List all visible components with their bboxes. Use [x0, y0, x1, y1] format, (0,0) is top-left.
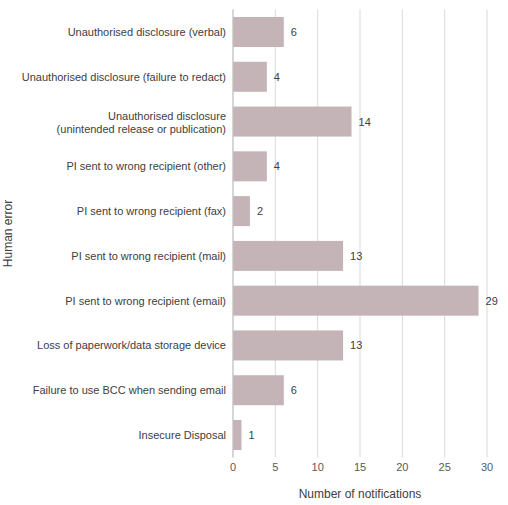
bar — [233, 286, 479, 316]
category-label: PI sent to wrong recipient (email) — [65, 295, 226, 307]
category-label: Unauthorised disclosure (failure to reda… — [22, 71, 226, 83]
axis-line — [233, 10, 234, 458]
bar — [233, 375, 284, 405]
data-label: 13 — [350, 339, 362, 351]
bar — [233, 151, 267, 181]
data-label: 6 — [291, 26, 297, 38]
category-label: Unauthorised disclosure (verbal) — [68, 26, 226, 38]
data-label: 2 — [257, 205, 263, 217]
bar — [233, 107, 352, 137]
category-label: Insecure Disposal — [139, 429, 226, 441]
bar — [233, 420, 241, 450]
bar — [233, 330, 343, 360]
data-label: 6 — [291, 384, 297, 396]
data-label: 4 — [274, 71, 280, 83]
tick-label: 15 — [354, 461, 366, 473]
category-label: PI sent to wrong recipient (mail) — [71, 250, 226, 262]
chart: 0 5 10 15 20 25 30 6 4 14 4 2 13 29 13 6 1 Unauthorised d… — [0, 0, 508, 505]
data-label: 4 — [274, 160, 280, 172]
grid-line — [233, 10, 234, 458]
tick-label: 25 — [439, 461, 451, 473]
grid-line — [487, 10, 488, 458]
tick-label: 30 — [481, 461, 493, 473]
bar — [233, 62, 267, 92]
grid-line — [444, 10, 445, 458]
data-label: 13 — [350, 250, 362, 262]
category-label: Unauthorised disclosure(unintended relea… — [57, 110, 226, 135]
bar — [233, 241, 343, 271]
data-label: 14 — [359, 116, 371, 128]
grid-line — [402, 10, 403, 458]
category-label: Failure to use BCC when sending email — [33, 384, 226, 396]
x-axis-title: Number of notifications — [299, 487, 422, 501]
tick-label: 0 — [230, 461, 236, 473]
tick-label: 5 — [272, 461, 278, 473]
bars — [233, 17, 479, 450]
tick-label: 20 — [396, 461, 408, 473]
bar — [233, 17, 284, 47]
data-label: 29 — [486, 295, 498, 307]
tick-label: 10 — [312, 461, 324, 473]
category-label: Loss of paperwork/data storage device — [37, 339, 226, 351]
bar — [233, 196, 250, 226]
data-label: 1 — [248, 429, 254, 441]
grid-line — [317, 10, 318, 458]
grid-line — [360, 10, 361, 458]
y-axis-title: Human error — [1, 200, 15, 267]
category-label: PI sent to wrong recipient (fax) — [77, 205, 226, 217]
category-label: PI sent to wrong recipient (other) — [66, 160, 226, 172]
